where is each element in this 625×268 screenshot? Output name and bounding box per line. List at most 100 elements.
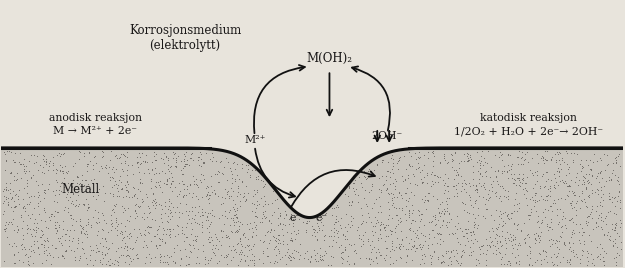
Point [386, 196, 396, 200]
Point [122, 150, 132, 154]
Point [79, 154, 89, 158]
Point [84, 222, 94, 226]
Point [503, 216, 513, 220]
Point [214, 259, 224, 263]
Point [126, 259, 136, 263]
Point [532, 233, 542, 237]
Point [462, 159, 472, 163]
Point [579, 180, 589, 184]
Point [105, 263, 115, 267]
Point [408, 218, 418, 222]
Point [228, 244, 238, 248]
Point [194, 163, 204, 167]
Point [122, 155, 132, 159]
Point [159, 228, 169, 232]
Point [50, 219, 60, 224]
Point [246, 247, 256, 251]
Point [68, 192, 78, 196]
Point [349, 189, 359, 193]
Point [569, 230, 579, 235]
Point [417, 168, 427, 172]
Point [44, 164, 54, 168]
Point [152, 245, 162, 250]
Point [50, 209, 60, 214]
Point [546, 237, 556, 241]
Point [441, 209, 451, 213]
Point [571, 175, 581, 179]
Point [226, 216, 236, 221]
Point [63, 169, 73, 173]
Point [466, 252, 476, 257]
Point [51, 166, 61, 171]
Point [475, 161, 485, 165]
Point [98, 227, 107, 232]
Point [24, 247, 34, 251]
Point [371, 255, 381, 260]
Point [149, 154, 159, 158]
Point [419, 153, 429, 158]
Point [610, 204, 620, 208]
Point [579, 239, 589, 243]
Point [422, 243, 432, 247]
Point [309, 257, 319, 261]
Point [221, 255, 231, 259]
Point [94, 220, 104, 224]
Point [247, 235, 257, 240]
Point [380, 258, 390, 262]
Point [264, 241, 274, 245]
Point [149, 150, 159, 154]
Point [236, 247, 246, 252]
Point [19, 157, 29, 161]
Point [300, 251, 310, 255]
Point [38, 170, 48, 174]
Point [587, 207, 597, 211]
Point [436, 232, 446, 236]
Point [5, 171, 15, 175]
Point [64, 244, 74, 248]
Point [438, 254, 448, 258]
Point [88, 248, 98, 252]
Point [236, 166, 246, 170]
Point [131, 192, 141, 196]
Point [475, 247, 485, 251]
Point [162, 158, 172, 162]
Point [545, 186, 555, 190]
Point [170, 150, 180, 155]
Point [51, 199, 61, 204]
Point [9, 241, 19, 245]
Point [32, 195, 43, 199]
Point [230, 179, 240, 183]
Point [386, 241, 396, 245]
Point [603, 210, 613, 215]
Point [605, 197, 615, 202]
Point [176, 189, 186, 193]
Point [108, 165, 118, 169]
Point [382, 223, 392, 227]
Point [566, 203, 576, 207]
Point [469, 220, 479, 224]
Point [80, 189, 90, 193]
Point [409, 243, 419, 247]
Point [509, 209, 519, 214]
Point [192, 197, 202, 202]
Point [368, 181, 378, 186]
Point [147, 160, 157, 164]
Point [466, 230, 476, 234]
Point [11, 204, 21, 209]
Point [233, 218, 243, 223]
Point [241, 198, 251, 202]
Point [184, 262, 194, 266]
Point [320, 249, 330, 253]
Point [383, 223, 393, 227]
Point [444, 212, 454, 217]
Point [205, 157, 215, 161]
Point [609, 237, 619, 241]
Point [366, 257, 376, 261]
Point [191, 237, 201, 241]
Point [584, 233, 594, 237]
Point [39, 154, 49, 158]
Point [601, 178, 611, 183]
Point [447, 231, 457, 235]
Point [471, 187, 481, 191]
Point [402, 252, 412, 257]
